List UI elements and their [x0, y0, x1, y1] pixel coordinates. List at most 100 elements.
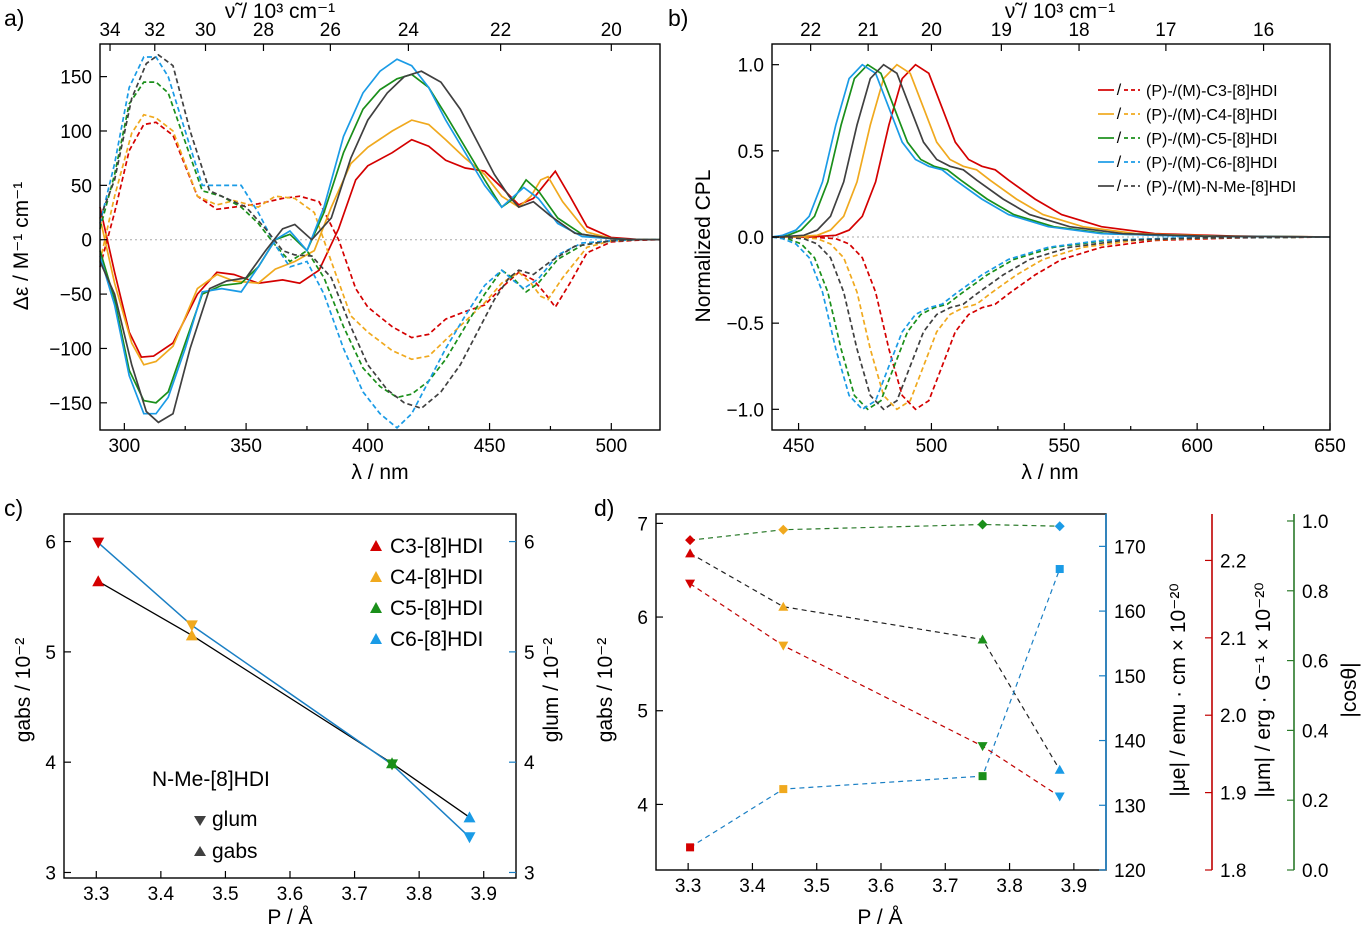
panel-c-right-tick-label: 3 — [524, 863, 535, 884]
panel-b-y-tick-label: −0.5 — [726, 314, 764, 335]
panel-d-tick-group: 3.3 3.4 3.5 3.6 3.7 3.8 3.9 7 6 5 4 170 160 150 140 130… — [637, 512, 1328, 897]
panel-d-mue-point — [686, 843, 695, 852]
panel-a-series-3-M-line — [99, 81, 660, 399]
panel-d-mue-axis-title: |μe| / emu · cm × 10⁻²⁰ — [1167, 583, 1190, 797]
panel-c-x-tick-label: 3.4 — [148, 884, 175, 905]
panel-d-y-tick-label: 6 — [637, 608, 648, 629]
panel-d-gabs-point — [1054, 764, 1065, 774]
panel-d-gabs-line — [689, 552, 1061, 771]
panel-d-cos-tick-label: 0.4 — [1302, 721, 1329, 742]
panel-b-top-tick-label: 20 — [921, 20, 942, 41]
panel-a-top-tick-label: 34 — [99, 20, 121, 41]
panel-c-x-tick-label: 3.7 — [341, 884, 367, 905]
panel-d-mue-tick-label: 130 — [1114, 796, 1146, 817]
panel-a-x-axis-title: λ / nm — [351, 461, 408, 484]
panel-c-y-tick-label: 4 — [45, 753, 56, 774]
panel-c-nme-glum-marker — [194, 816, 206, 826]
panel-d-mum-tick-label: 2.0 — [1220, 706, 1246, 727]
panel-b-legend-slash: / — [1117, 82, 1122, 99]
panel-d-y-axis-title: gabs / 10⁻² — [594, 638, 617, 742]
panel-c-series-group — [92, 537, 476, 844]
panel-a-top-tick-label: 30 — [195, 20, 216, 41]
panel-a-series-2-P-line — [99, 119, 660, 366]
panel-c-glum-point — [185, 620, 198, 632]
panel-d-gabs-point — [778, 601, 789, 611]
panel-b-series-2-M-line — [772, 236, 1331, 411]
panel-b-series-2-P-line — [772, 63, 1331, 238]
panel-a-y-tick-label: 50 — [71, 176, 92, 197]
panel-d-x-axis-title: P / Å — [857, 906, 902, 929]
panel-a-top-tick-label: 22 — [490, 20, 511, 41]
panel-c-legend-label: C6-[8]HDI — [390, 628, 483, 651]
panel-b-top-tick-label: 16 — [1253, 20, 1274, 41]
panel-b-top-tick-label: 19 — [991, 20, 1012, 41]
panel-a-series-5-M-line — [99, 53, 660, 410]
panel-d-cos-tick-label: 0.2 — [1302, 791, 1328, 812]
panel-b-series-group — [771, 63, 1331, 411]
panel-a-label: a) — [4, 5, 24, 31]
panel-c-nme-glum-label: glum — [212, 808, 258, 831]
panel-b-top-tick-label: 18 — [1068, 20, 1089, 41]
panel-c-label: c) — [4, 495, 23, 521]
panel-d-mue-tick-label: 170 — [1114, 537, 1146, 558]
panel-c-legend: C3-[8]HDI C4-[8]HDI C5-[8]HDI C6-[8]HDI — [370, 535, 483, 651]
panel-b-x-tick-label: 650 — [1314, 436, 1346, 457]
panel-a-series-group — [99, 53, 661, 429]
panel-c-right-tick-label: 5 — [524, 643, 535, 664]
panel-d-mum-point — [977, 742, 988, 752]
panel-c-x-tick-label: 3.5 — [212, 884, 238, 905]
panel-c-legend-marker — [370, 571, 382, 582]
panel-d-x-tick-label: 3.9 — [1061, 876, 1087, 897]
panel-a-top-tick-label: 20 — [601, 20, 622, 41]
panel-d-cos-tick-label: 0.6 — [1302, 652, 1328, 673]
panel-b-y-tick-label: 0.5 — [738, 142, 764, 163]
panel-d-cos-tick-label: 0.0 — [1302, 861, 1328, 882]
panel-b-legend-label: (P)-/(M)-N-Me-[8]HDI — [1146, 179, 1296, 196]
panel-c-x-tick-label: 3.6 — [277, 884, 303, 905]
panel-d-mue-point — [978, 772, 987, 781]
panel-b-series-4-M-line — [771, 236, 1331, 411]
panel-b-top-tick-label: 21 — [858, 20, 879, 41]
panel-d-mum-point — [685, 579, 696, 589]
panel-d-mum-tick-label: 2.1 — [1220, 629, 1246, 650]
panel-b-x-tick-label: 500 — [916, 436, 948, 457]
panel-a-series-5-P-line — [99, 70, 660, 424]
panel-c-glum-line — [97, 542, 471, 838]
panel-d-x-tick-label: 3.7 — [932, 876, 958, 897]
panel-a-series-4-P-line — [99, 58, 660, 415]
panel-a-x-tick-label: 300 — [108, 436, 140, 457]
panel-c-legend-label: C4-[8]HDI — [390, 566, 483, 589]
panel-d-mum-line — [689, 583, 1061, 798]
panel-b-legend-slash: / — [1117, 178, 1122, 195]
panel-d-y-tick-label: 4 — [637, 795, 648, 816]
panel-b-top-tick-label: 22 — [800, 20, 821, 41]
panel-b-top-tick-label: 17 — [1155, 20, 1176, 41]
panel-b-series-5-P-line — [772, 63, 1331, 238]
panel-d-x-tick-label: 3.8 — [996, 876, 1022, 897]
panel-a-top-tick-label: 32 — [144, 20, 165, 41]
panel-a-y-tick-label: 100 — [60, 122, 92, 143]
panel-c-nme-gabs-marker — [194, 846, 206, 856]
panel-c-x-tick-label: 3.3 — [83, 884, 109, 905]
panel-a-y-tick-label: 150 — [60, 68, 92, 89]
panel-d-x-tick-label: 3.6 — [868, 876, 894, 897]
panel-a-top-tick-label: 26 — [320, 20, 341, 41]
panel-c-y-tick-label: 6 — [45, 533, 56, 554]
panel-c-x-tick-label: 3.9 — [471, 884, 497, 905]
panel-a-x-tick-label: 500 — [595, 436, 627, 457]
panel-c-glum-point — [92, 537, 105, 549]
panel-b-legend-label: (P)-/(M)-C4-[8]HDI — [1146, 107, 1278, 124]
panel-b-legend-label: (P)-/(M)-C3-[8]HDI — [1146, 83, 1278, 100]
panel-b-legend-slash: / — [1117, 154, 1122, 171]
panel-b-series-4-P-line — [771, 63, 1331, 238]
panel-d-label: d) — [594, 495, 614, 521]
panel-b-legend-label: (P)-/(M)-C6-[8]HDI — [1146, 155, 1278, 172]
panel-b-tick-group: 450 500 550 600 650 1.0 0.5 0.0 −0.5 −1.0 22 21 20 19… — [726, 20, 1345, 457]
panel-d-y-tick-label: 5 — [637, 702, 648, 723]
panel-b-series-3-P-line — [771, 63, 1331, 238]
panel-b-y-tick-label: 0.0 — [738, 228, 764, 249]
panel-c-legend-marker — [370, 540, 382, 551]
panel-d-cos-line — [690, 523, 1060, 541]
